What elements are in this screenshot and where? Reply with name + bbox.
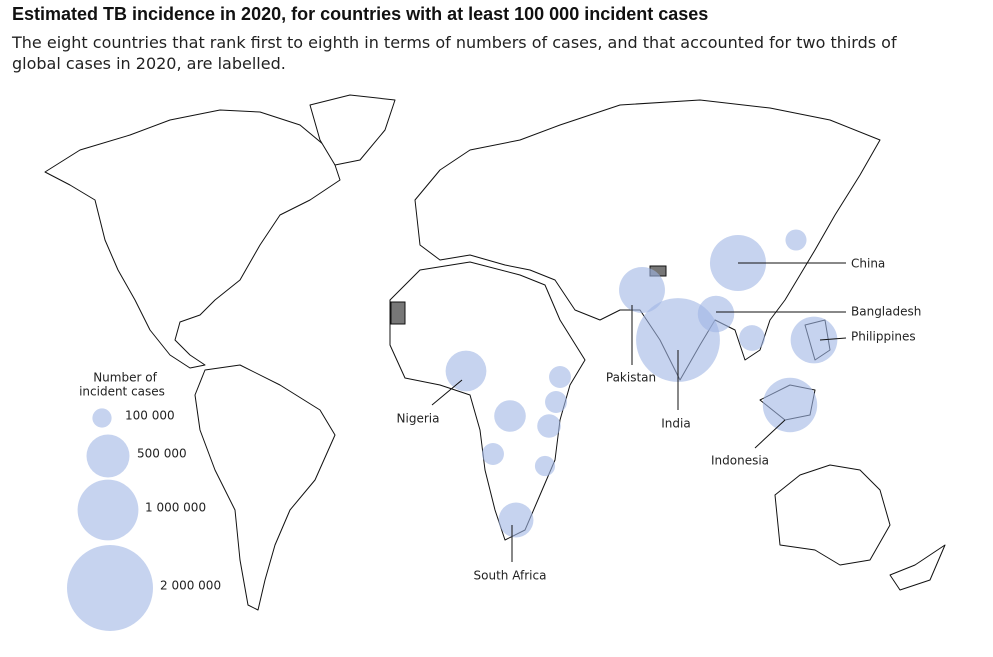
legend-bubble <box>86 434 130 478</box>
legend-bubble <box>77 479 139 541</box>
bubble <box>537 414 561 438</box>
bubbles: India China Indonesia Philippines Pakistan Ni… <box>397 229 921 583</box>
legend-bubble <box>67 545 153 631</box>
country-label: Bangladesh <box>851 305 921 319</box>
country-label: China <box>851 257 885 271</box>
legend-label: 100 000 <box>125 409 175 423</box>
leader-line <box>431 379 463 406</box>
continent <box>194 364 336 611</box>
continent <box>414 99 881 381</box>
subtitle: global cases in 2020, are labelled. <box>12 54 286 73</box>
country-label: Indonesia <box>711 454 769 468</box>
legend-title: incident cases <box>79 385 165 399</box>
bubble <box>790 316 838 364</box>
bubble <box>482 443 504 465</box>
legend-label: 1 000 000 <box>145 501 206 515</box>
country-label: Pakistan <box>606 371 656 385</box>
subtitle: The eight countries that rank first to e… <box>12 33 897 52</box>
bubble <box>762 377 818 433</box>
country-label: Philippines <box>851 330 916 344</box>
bubble <box>785 229 807 251</box>
country-label: South Africa <box>474 569 547 583</box>
bubble <box>697 295 735 333</box>
bubble <box>534 455 556 477</box>
country-label: Nigeria <box>397 412 440 426</box>
bubble <box>619 267 665 313</box>
bubble <box>498 502 534 538</box>
legend-label: 2 000 000 <box>160 579 221 593</box>
continent <box>44 109 341 369</box>
continent <box>309 94 396 166</box>
legend-title: Number of <box>93 371 157 385</box>
leader-line <box>754 419 786 449</box>
continent <box>774 464 891 566</box>
disputed-territory <box>390 301 406 325</box>
country-label: India <box>661 417 690 431</box>
island <box>889 544 946 591</box>
title: Estimated TB incidence in 2020, for coun… <box>12 4 709 24</box>
leader-line <box>819 337 847 341</box>
legend-bubble <box>92 408 112 428</box>
legend-label: 500 000 <box>137 447 187 461</box>
bubble <box>445 350 487 392</box>
bubble <box>545 391 567 413</box>
bubble <box>739 325 765 351</box>
bubble <box>494 400 526 432</box>
bubble <box>549 366 571 388</box>
